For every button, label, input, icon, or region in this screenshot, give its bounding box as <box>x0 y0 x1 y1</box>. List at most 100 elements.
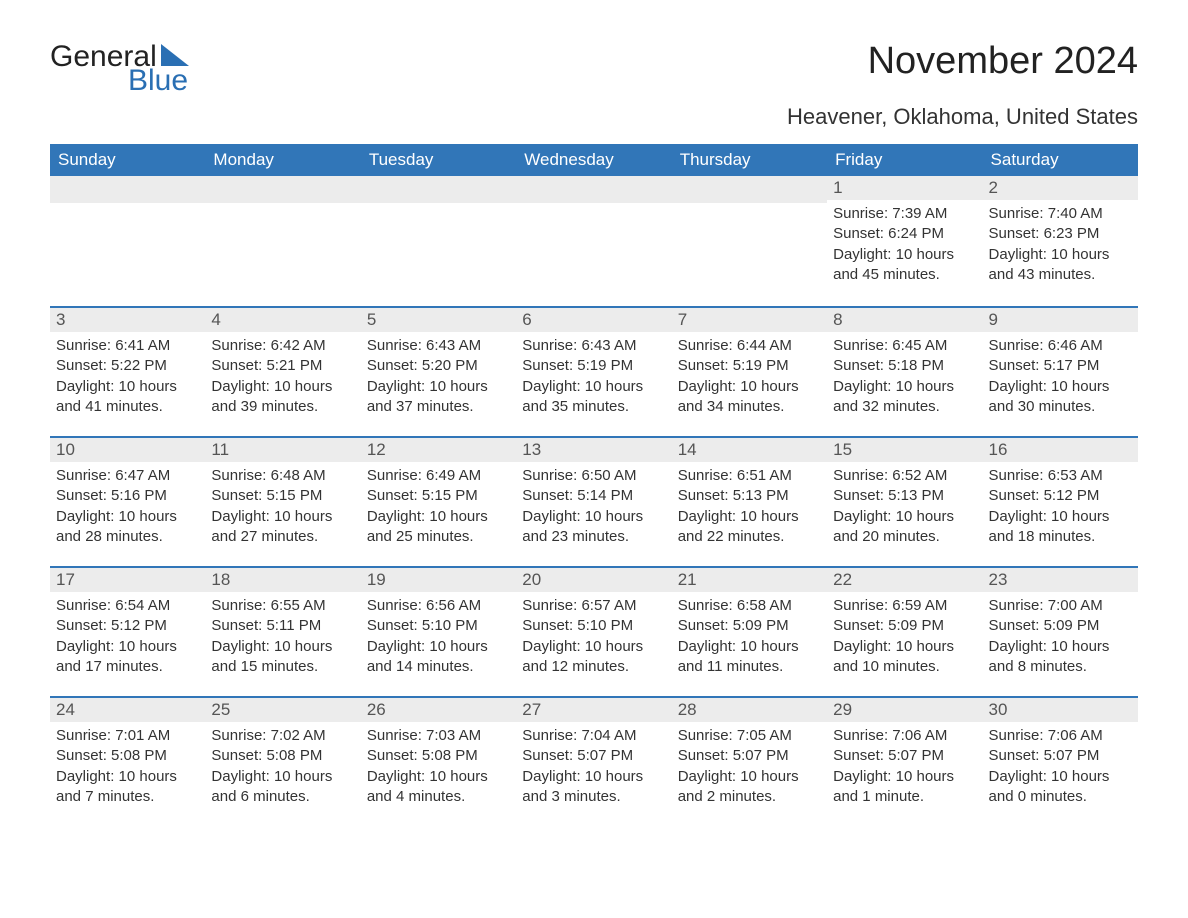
subtitle-location: Heavener, Oklahoma, United States <box>50 104 1138 130</box>
day-cell: 30Sunrise: 7:06 AMSunset: 5:07 PMDayligh… <box>983 698 1138 826</box>
day-number: 26 <box>361 698 516 722</box>
daylight-text: Daylight: 10 hours and 41 minutes. <box>56 377 199 418</box>
sunrise-text: Sunrise: 7:06 AM <box>833 726 976 746</box>
day-cell: 4Sunrise: 6:42 AMSunset: 5:21 PMDaylight… <box>205 308 360 436</box>
day-number: 28 <box>672 698 827 722</box>
sunset-text: Sunset: 5:14 PM <box>522 486 665 506</box>
sunset-text: Sunset: 5:09 PM <box>989 616 1132 636</box>
sunset-text: Sunset: 5:08 PM <box>56 746 199 766</box>
sunset-text: Sunset: 5:07 PM <box>678 746 821 766</box>
day-cell: 1Sunrise: 7:39 AMSunset: 6:24 PMDaylight… <box>827 176 982 306</box>
daylight-text: Daylight: 10 hours and 27 minutes. <box>211 507 354 548</box>
sunset-text: Sunset: 5:19 PM <box>522 356 665 376</box>
day-details: Sunrise: 7:00 AMSunset: 5:09 PMDaylight:… <box>983 592 1138 687</box>
day-details: Sunrise: 7:40 AMSunset: 6:23 PMDaylight:… <box>983 200 1138 295</box>
sunset-text: Sunset: 5:18 PM <box>833 356 976 376</box>
week-row: 3Sunrise: 6:41 AMSunset: 5:22 PMDaylight… <box>50 306 1138 436</box>
sunset-text: Sunset: 5:12 PM <box>56 616 199 636</box>
day-details: Sunrise: 6:54 AMSunset: 5:12 PMDaylight:… <box>50 592 205 687</box>
day-cell: 7Sunrise: 6:44 AMSunset: 5:19 PMDaylight… <box>672 308 827 436</box>
day-cell: 16Sunrise: 6:53 AMSunset: 5:12 PMDayligh… <box>983 438 1138 566</box>
daylight-text: Daylight: 10 hours and 35 minutes. <box>522 377 665 418</box>
empty-day <box>672 176 827 203</box>
day-number: 25 <box>205 698 360 722</box>
day-details: Sunrise: 7:02 AMSunset: 5:08 PMDaylight:… <box>205 722 360 817</box>
day-number: 23 <box>983 568 1138 592</box>
day-number: 5 <box>361 308 516 332</box>
sunset-text: Sunset: 5:20 PM <box>367 356 510 376</box>
day-cell: 3Sunrise: 6:41 AMSunset: 5:22 PMDaylight… <box>50 308 205 436</box>
day-header-thursday: Thursday <box>672 144 827 176</box>
sunset-text: Sunset: 5:12 PM <box>989 486 1132 506</box>
daylight-text: Daylight: 10 hours and 10 minutes. <box>833 637 976 678</box>
sunset-text: Sunset: 5:22 PM <box>56 356 199 376</box>
daylight-text: Daylight: 10 hours and 39 minutes. <box>211 377 354 418</box>
sunrise-text: Sunrise: 6:53 AM <box>989 466 1132 486</box>
sunset-text: Sunset: 6:23 PM <box>989 224 1132 244</box>
day-details: Sunrise: 7:39 AMSunset: 6:24 PMDaylight:… <box>827 200 982 295</box>
sunset-text: Sunset: 5:08 PM <box>211 746 354 766</box>
sunrise-text: Sunrise: 6:56 AM <box>367 596 510 616</box>
day-cell <box>361 176 516 306</box>
day-details: Sunrise: 6:58 AMSunset: 5:09 PMDaylight:… <box>672 592 827 687</box>
daylight-text: Daylight: 10 hours and 3 minutes. <box>522 767 665 808</box>
daylight-text: Daylight: 10 hours and 4 minutes. <box>367 767 510 808</box>
sunrise-text: Sunrise: 7:03 AM <box>367 726 510 746</box>
daylight-text: Daylight: 10 hours and 37 minutes. <box>367 377 510 418</box>
day-details: Sunrise: 6:55 AMSunset: 5:11 PMDaylight:… <box>205 592 360 687</box>
day-details: Sunrise: 6:53 AMSunset: 5:12 PMDaylight:… <box>983 462 1138 557</box>
sunrise-text: Sunrise: 6:43 AM <box>367 336 510 356</box>
day-details: Sunrise: 6:51 AMSunset: 5:13 PMDaylight:… <box>672 462 827 557</box>
sunset-text: Sunset: 5:15 PM <box>211 486 354 506</box>
day-number: 9 <box>983 308 1138 332</box>
sunrise-text: Sunrise: 6:44 AM <box>678 336 821 356</box>
day-cell <box>672 176 827 306</box>
sunrise-text: Sunrise: 6:48 AM <box>211 466 354 486</box>
sunrise-text: Sunrise: 7:01 AM <box>56 726 199 746</box>
empty-day <box>361 176 516 203</box>
sunset-text: Sunset: 5:13 PM <box>678 486 821 506</box>
sunset-text: Sunset: 5:10 PM <box>367 616 510 636</box>
daylight-text: Daylight: 10 hours and 1 minute. <box>833 767 976 808</box>
calendar: SundayMondayTuesdayWednesdayThursdayFrid… <box>50 144 1138 826</box>
daylight-text: Daylight: 10 hours and 12 minutes. <box>522 637 665 678</box>
sunrise-text: Sunrise: 7:02 AM <box>211 726 354 746</box>
daylight-text: Daylight: 10 hours and 20 minutes. <box>833 507 976 548</box>
day-details: Sunrise: 7:03 AMSunset: 5:08 PMDaylight:… <box>361 722 516 817</box>
day-cell <box>205 176 360 306</box>
daylight-text: Daylight: 10 hours and 22 minutes. <box>678 507 821 548</box>
day-details: Sunrise: 7:04 AMSunset: 5:07 PMDaylight:… <box>516 722 671 817</box>
sunset-text: Sunset: 5:07 PM <box>522 746 665 766</box>
empty-day <box>205 176 360 203</box>
day-cell: 13Sunrise: 6:50 AMSunset: 5:14 PMDayligh… <box>516 438 671 566</box>
week-row: 24Sunrise: 7:01 AMSunset: 5:08 PMDayligh… <box>50 696 1138 826</box>
day-number: 1 <box>827 176 982 200</box>
sunset-text: Sunset: 5:07 PM <box>989 746 1132 766</box>
day-cell: 18Sunrise: 6:55 AMSunset: 5:11 PMDayligh… <box>205 568 360 696</box>
day-number: 12 <box>361 438 516 462</box>
day-cell: 17Sunrise: 6:54 AMSunset: 5:12 PMDayligh… <box>50 568 205 696</box>
daylight-text: Daylight: 10 hours and 23 minutes. <box>522 507 665 548</box>
sunrise-text: Sunrise: 7:04 AM <box>522 726 665 746</box>
day-number: 19 <box>361 568 516 592</box>
day-number: 4 <box>205 308 360 332</box>
day-details: Sunrise: 6:47 AMSunset: 5:16 PMDaylight:… <box>50 462 205 557</box>
day-header-row: SundayMondayTuesdayWednesdayThursdayFrid… <box>50 144 1138 176</box>
daylight-text: Daylight: 10 hours and 17 minutes. <box>56 637 199 678</box>
day-cell: 10Sunrise: 6:47 AMSunset: 5:16 PMDayligh… <box>50 438 205 566</box>
day-cell: 5 Sunrise: 6:43 AMSunset: 5:20 PMDaylight… <box>361 308 516 436</box>
sunset-text: Sunset: 5:08 PM <box>367 746 510 766</box>
daylight-text: Daylight: 10 hours and 34 minutes. <box>678 377 821 418</box>
week-row: 1Sunrise: 7:39 AMSunset: 6:24 PMDaylight… <box>50 176 1138 306</box>
sunrise-text: Sunrise: 6:55 AM <box>211 596 354 616</box>
day-number: 30 <box>983 698 1138 722</box>
daylight-text: Daylight: 10 hours and 15 minutes. <box>211 637 354 678</box>
day-cell <box>50 176 205 306</box>
day-cell: 20Sunrise: 6:57 AMSunset: 5:10 PMDayligh… <box>516 568 671 696</box>
day-details: Sunrise: 6:52 AMSunset: 5:13 PMDaylight:… <box>827 462 982 557</box>
day-number: 3 <box>50 308 205 332</box>
sunrise-text: Sunrise: 6:58 AM <box>678 596 821 616</box>
sunset-text: Sunset: 5:15 PM <box>367 486 510 506</box>
day-cell: 6Sunrise: 6:43 AMSunset: 5:19 PMDaylight… <box>516 308 671 436</box>
sunset-text: Sunset: 6:24 PM <box>833 224 976 244</box>
